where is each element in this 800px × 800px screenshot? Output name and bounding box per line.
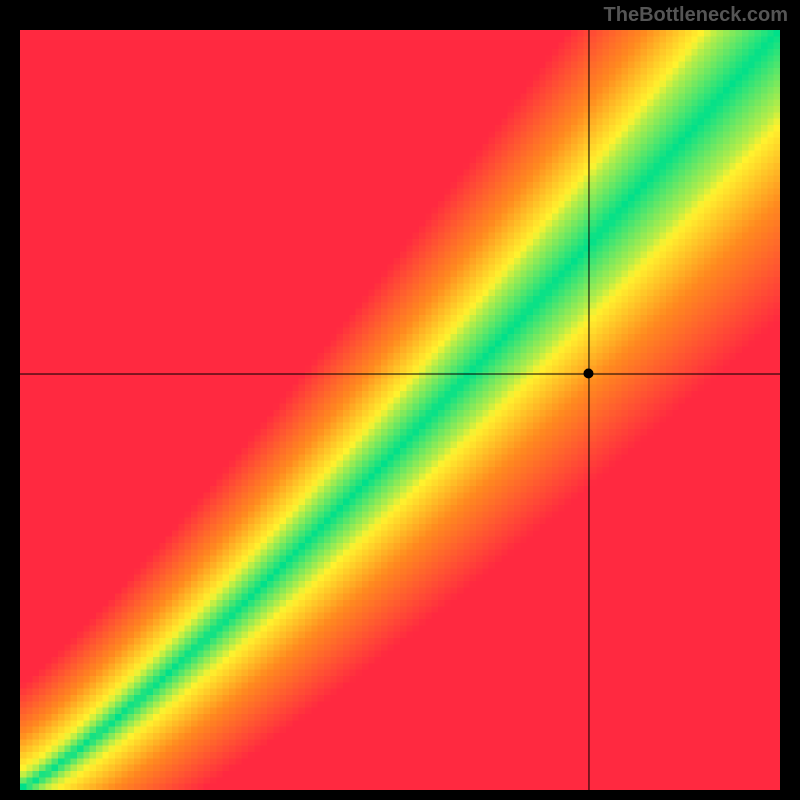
crosshair-overlay bbox=[20, 30, 780, 790]
watermark-text: TheBottleneck.com bbox=[604, 4, 788, 27]
chart-container: TheBottleneck.com bbox=[0, 0, 800, 800]
